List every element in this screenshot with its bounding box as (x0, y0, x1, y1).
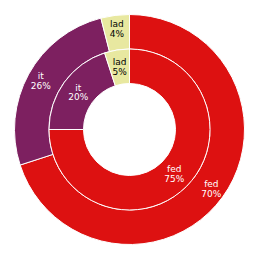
category-label: fed (167, 164, 181, 174)
value-label: 20% (68, 92, 88, 102)
category-label: it (38, 71, 45, 81)
value-label: 26% (31, 81, 51, 91)
category-label: lad (113, 57, 127, 67)
value-label: 5% (112, 67, 127, 77)
slices (14, 15, 244, 245)
value-label: 70% (201, 189, 221, 199)
slice (49, 49, 210, 210)
slice (101, 15, 130, 52)
slice-label: lad4% (110, 19, 125, 39)
value-label: 4% (110, 29, 125, 39)
slice (49, 53, 115, 130)
slice-label: lad5% (112, 57, 127, 77)
chart: fed70%it26%lad4%fed75%it20%lad5% (0, 0, 259, 259)
slice-label: fed75% (164, 164, 184, 184)
category-label: it (75, 83, 82, 93)
category-label: lad (110, 19, 124, 29)
slice (105, 49, 130, 86)
slice-label: it20% (68, 83, 88, 103)
value-label: 75% (164, 174, 184, 184)
labels: fed70%it26%lad4%fed75%it20%lad5% (31, 19, 222, 199)
slice-label: fed70% (201, 179, 221, 199)
slice-label: it26% (31, 71, 51, 91)
category-label: fed (204, 179, 218, 189)
